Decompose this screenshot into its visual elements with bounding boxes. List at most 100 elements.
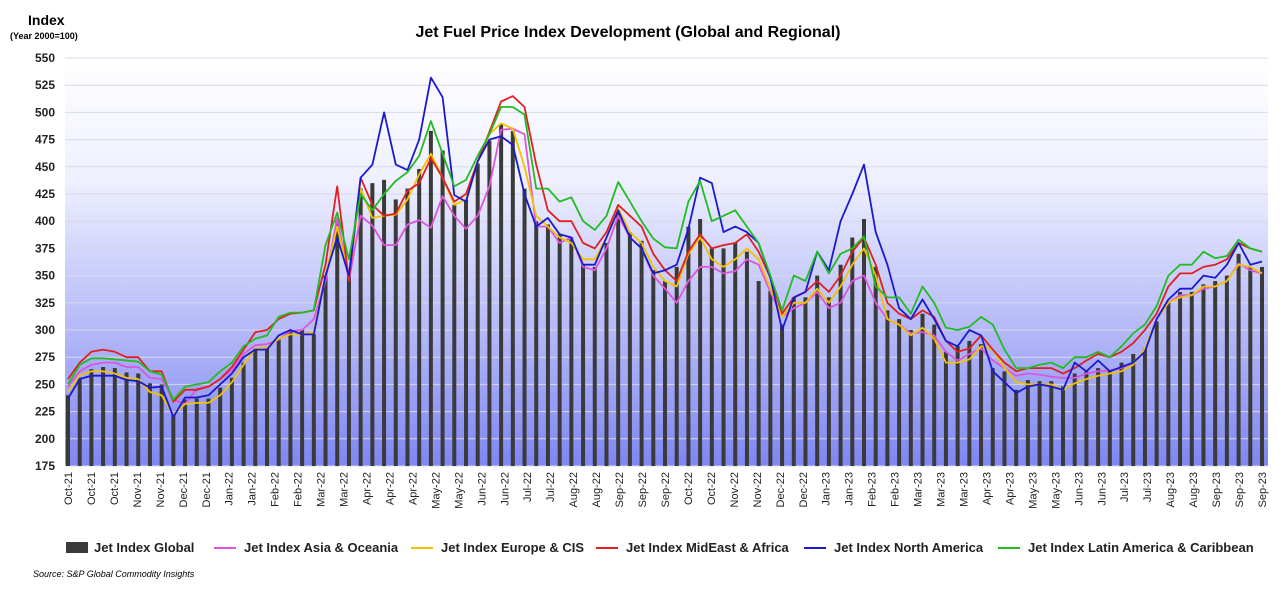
bar xyxy=(897,319,902,466)
legend-item-global: Jet Index Global xyxy=(66,540,194,555)
bar xyxy=(1213,281,1218,466)
legend-item-mideast: Jet Index MidEast & Africa xyxy=(596,540,789,555)
legend-label: Jet Index North America xyxy=(834,540,984,555)
series-line xyxy=(67,106,1263,401)
y-tick-label: 225 xyxy=(35,405,55,419)
y-tick-label: 175 xyxy=(35,459,55,473)
y-tick-label: 500 xyxy=(35,105,55,119)
x-tick-label: Feb-22 xyxy=(270,472,282,507)
x-tick-label: Nov-22 xyxy=(729,472,741,507)
x-tick-label: Jun-23 xyxy=(1096,472,1108,506)
bar xyxy=(616,210,621,466)
bar xyxy=(955,346,960,466)
x-tick-label: Aug-23 xyxy=(1188,472,1200,507)
bar xyxy=(627,232,632,466)
bar xyxy=(346,275,351,466)
bar xyxy=(1248,266,1253,466)
x-tick-label: Aug-23 xyxy=(1165,472,1177,507)
legend-swatch xyxy=(411,546,433,549)
bar xyxy=(1072,373,1077,466)
bar xyxy=(1260,266,1264,466)
bar xyxy=(1049,381,1054,466)
bar xyxy=(569,237,574,466)
bar xyxy=(791,297,796,466)
bar xyxy=(862,219,866,466)
bar xyxy=(826,297,831,466)
bar xyxy=(1154,321,1159,466)
x-tick-label: Apr-23 xyxy=(982,472,994,505)
x-tick-label: Feb-22 xyxy=(293,472,305,507)
x-tick-label: Aug-22 xyxy=(568,472,580,507)
x-tick-label: Jun-23 xyxy=(1073,472,1085,506)
series-line xyxy=(67,76,1263,418)
legend-label: Jet Index Latin America & Caribbean xyxy=(1028,540,1254,555)
bar xyxy=(815,275,820,466)
bar xyxy=(510,130,515,466)
bar xyxy=(499,124,504,467)
legend-item-asia: Jet Index Asia & Oceania xyxy=(214,540,398,555)
legend: Jet Index Global Jet Index Asia & Oceani… xyxy=(0,540,1286,558)
bar xyxy=(183,399,188,466)
bar xyxy=(464,199,468,466)
x-tick-label: May-23 xyxy=(1050,472,1062,509)
bar xyxy=(979,344,984,466)
bar xyxy=(159,384,164,466)
bar xyxy=(1236,253,1241,466)
y-tick-label: 475 xyxy=(35,133,55,147)
legend-item-latin-america: Jet Index Latin America & Caribbean xyxy=(998,540,1254,555)
legend-item-north-america: Jet Index North America xyxy=(804,540,983,555)
bar xyxy=(276,339,281,466)
x-tick-label: Sep-22 xyxy=(614,472,626,507)
bar xyxy=(265,348,269,466)
bar xyxy=(487,140,492,467)
legend-swatch xyxy=(214,546,236,549)
bar xyxy=(77,377,82,466)
y-axis-title: Index xyxy=(28,12,65,28)
y-axis-ticks: 175 200 225 250 275 300 325 350 375 400 425 450 475 5… xyxy=(35,51,55,473)
bar xyxy=(1131,353,1136,466)
bar xyxy=(592,266,597,466)
y-tick-label: 450 xyxy=(35,160,55,174)
bar xyxy=(66,395,70,466)
x-tick-label: Jul-22 xyxy=(522,472,534,502)
bar xyxy=(639,240,644,466)
legend-swatch xyxy=(998,546,1020,549)
bar xyxy=(218,387,223,466)
x-tick-label: Jul-22 xyxy=(545,472,557,502)
bar xyxy=(780,324,785,466)
bar xyxy=(768,290,773,466)
legend-label: Jet Index MidEast & Africa xyxy=(626,540,789,555)
bar xyxy=(943,351,948,466)
bar xyxy=(709,248,714,466)
bar xyxy=(382,179,387,466)
x-tick-label: Apr-23 xyxy=(1004,472,1016,505)
y-tick-label: 200 xyxy=(35,432,55,446)
bar xyxy=(311,334,316,466)
bar xyxy=(932,324,937,466)
bar xyxy=(885,310,890,466)
bar xyxy=(417,168,422,466)
bar xyxy=(651,270,656,466)
x-tick-label: Dec-22 xyxy=(798,472,810,507)
legend-swatch xyxy=(804,546,826,549)
bar xyxy=(112,368,117,466)
x-tick-label: Jul-23 xyxy=(1142,472,1154,502)
y-tick-label: 525 xyxy=(35,78,55,92)
bar xyxy=(1025,380,1030,466)
x-tick-label: Sep-23 xyxy=(1211,472,1223,507)
bar xyxy=(1201,284,1206,466)
bar xyxy=(803,297,808,466)
bar xyxy=(908,330,913,466)
x-tick-label: Apr-22 xyxy=(362,472,374,505)
bar xyxy=(1084,371,1089,466)
bar xyxy=(1189,291,1194,466)
bar xyxy=(393,199,398,466)
x-tick-label: Sep-23 xyxy=(1234,472,1246,507)
bar xyxy=(428,130,433,466)
bar xyxy=(136,373,141,466)
bar xyxy=(686,226,691,466)
bar xyxy=(674,266,679,466)
x-tick-label: Oct-22 xyxy=(706,472,718,505)
legend-swatch xyxy=(596,546,618,549)
bar xyxy=(990,368,995,466)
